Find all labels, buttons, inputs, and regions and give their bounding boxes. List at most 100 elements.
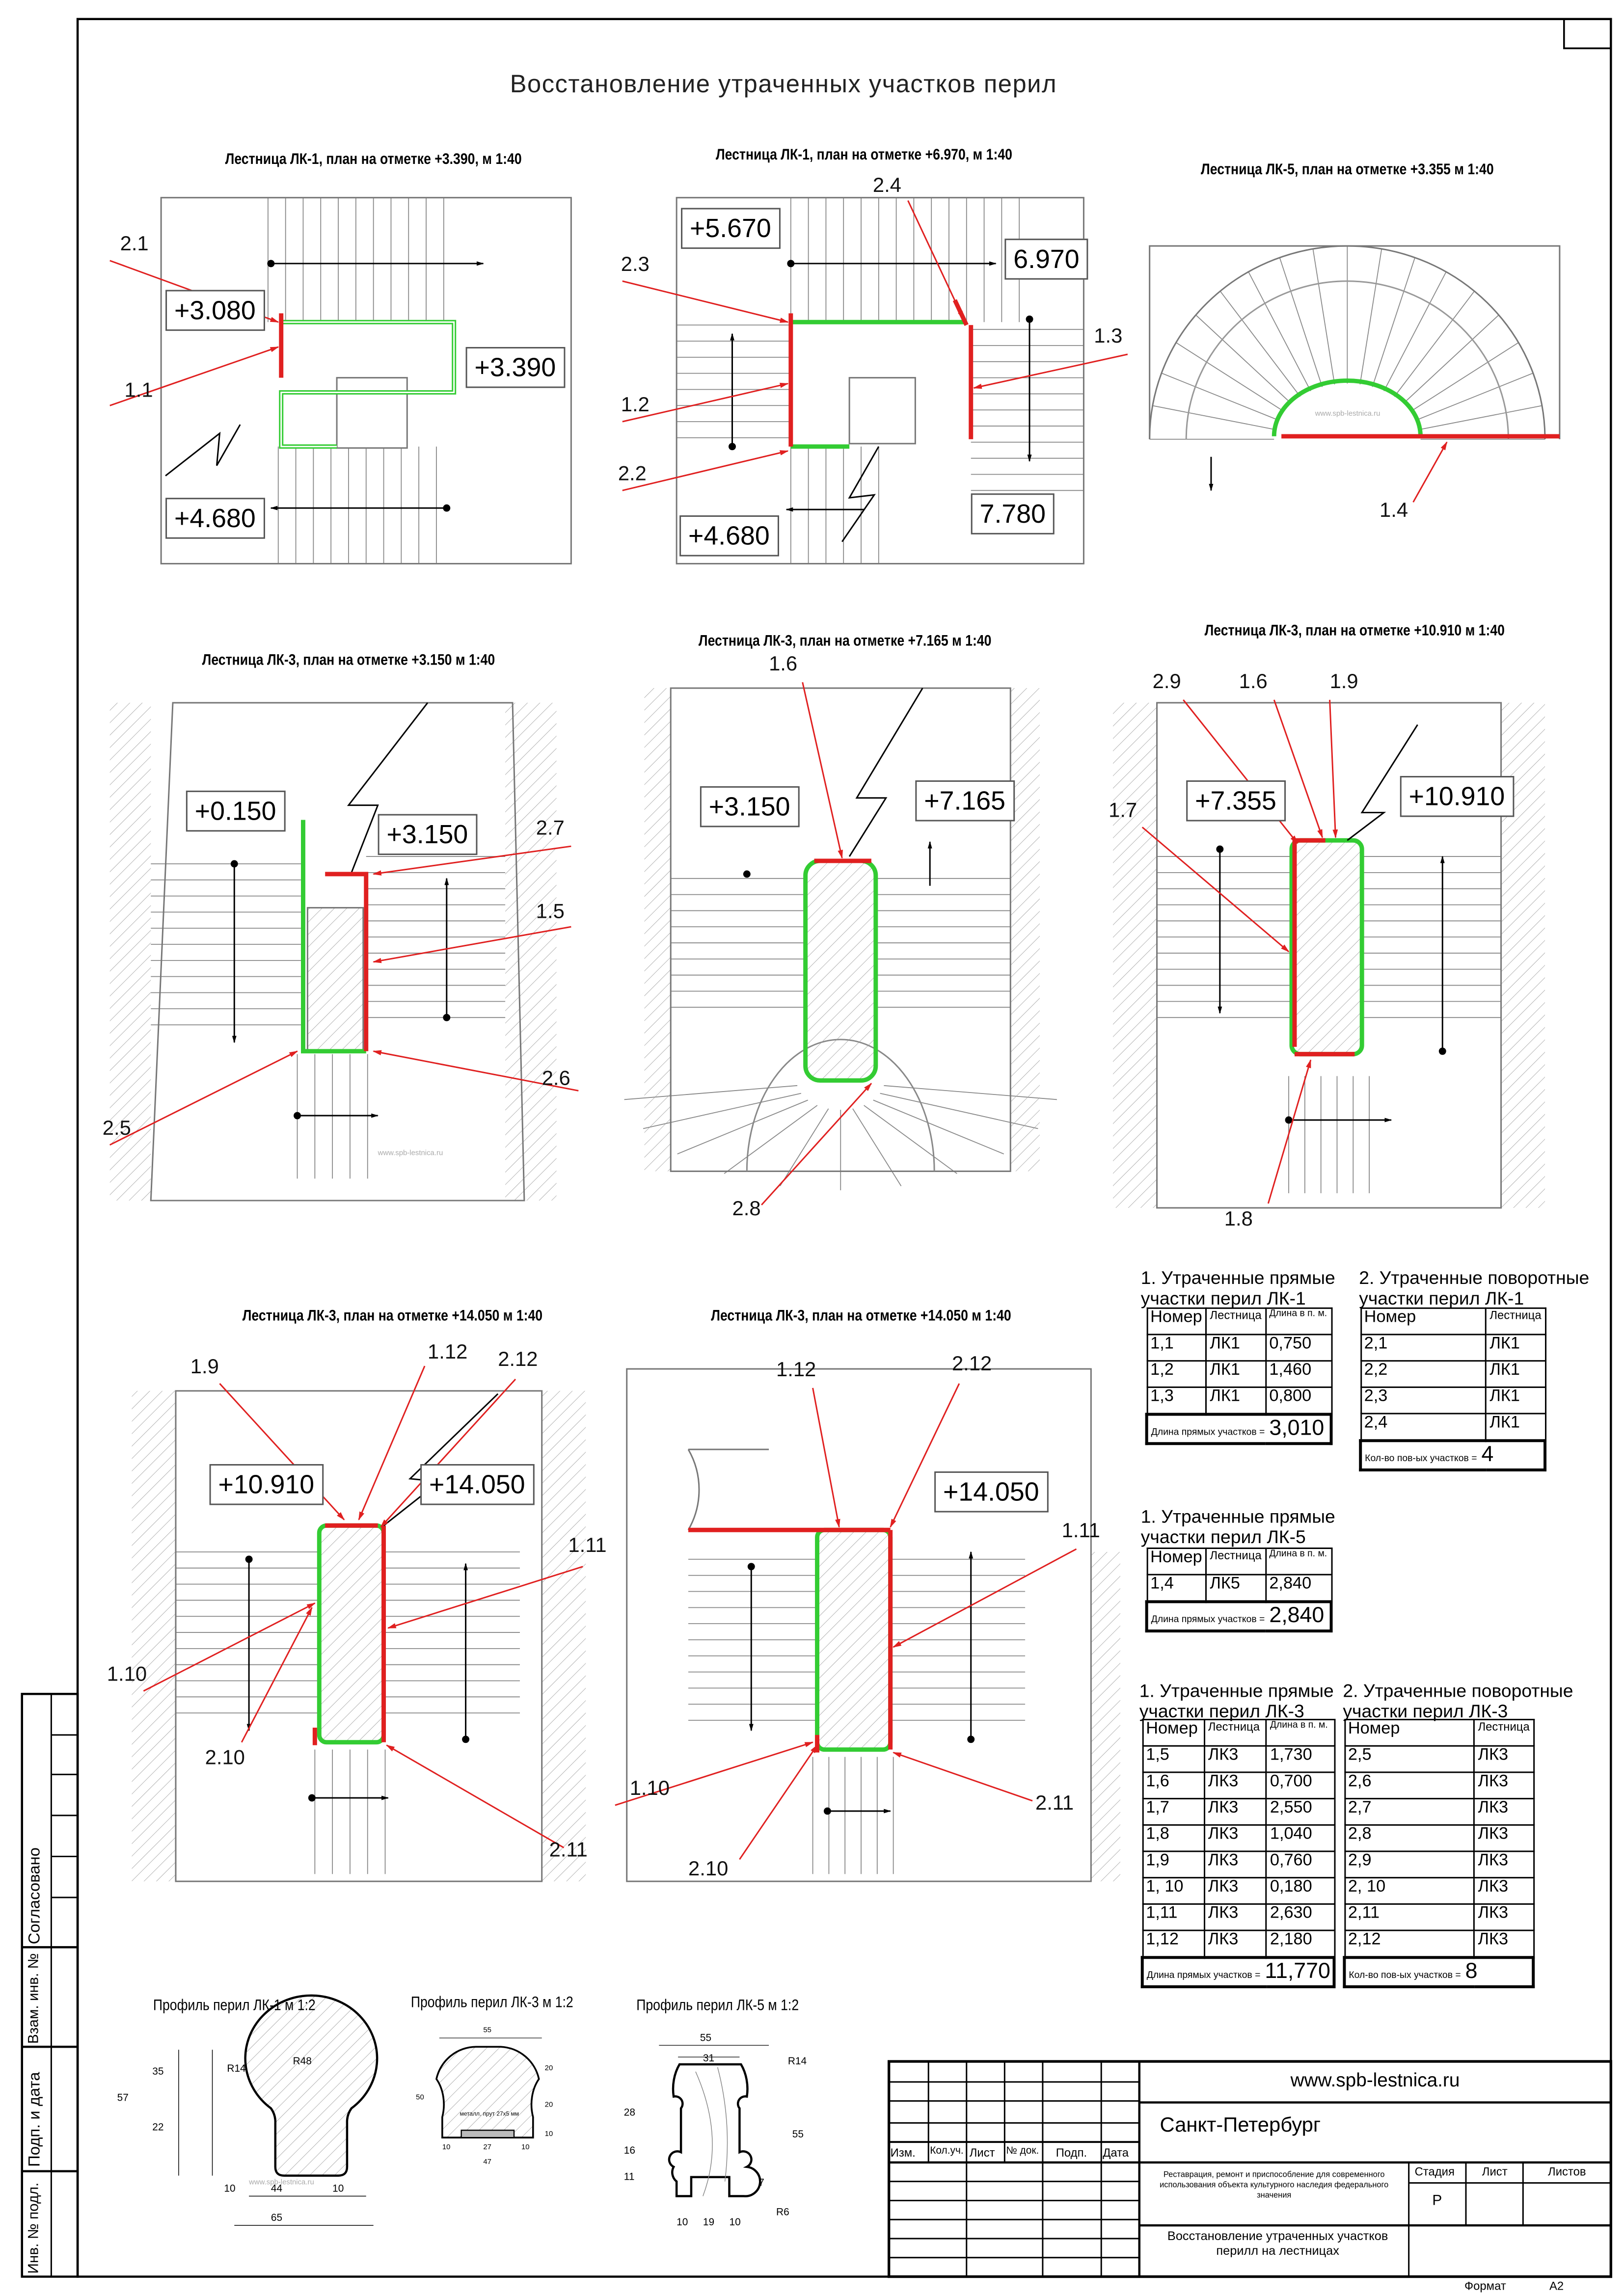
elevation-label: +7.355 bbox=[1186, 780, 1285, 822]
tb-col-label: Кол.уч. bbox=[930, 2146, 964, 2157]
callout-label: 1.10 bbox=[107, 1661, 147, 1685]
dimension-label: 22 bbox=[152, 2123, 164, 2134]
straight-rails-table-lk3: Номер Лестница Длина в п. м. 1,5 ЛК3 1,730 1… bbox=[1140, 1719, 1336, 1988]
watermark: www.spb-lestnica.ru bbox=[1315, 410, 1380, 419]
stamp-approved-label: Согласовано bbox=[26, 1847, 44, 1945]
tb-col-label: Лист bbox=[969, 2146, 995, 2160]
side-stamp-grid bbox=[21, 1693, 79, 2278]
stair-tread bbox=[1195, 315, 1292, 404]
stair-tread bbox=[780, 1108, 829, 1186]
dimension-label: 10 bbox=[521, 2143, 530, 2153]
tb-col-label: Дата bbox=[1103, 2146, 1129, 2160]
dimension-label: 10 bbox=[224, 2184, 236, 2195]
elevation-label: +14.050 bbox=[420, 1464, 534, 1505]
stair-tread bbox=[1410, 342, 1519, 412]
stair-tread bbox=[677, 1099, 809, 1154]
table-title: 2. Утраченные поворотные участки перил ЛК… bbox=[1343, 1681, 1573, 1722]
tb-city: Санкт-Петербург bbox=[1160, 2112, 1321, 2136]
elevation-label: +10.910 bbox=[209, 1464, 323, 1505]
straight-rails-table-lk1: Номер Лестница Длина в п. м. 1,1 ЛК1 0,750 1… bbox=[1145, 1307, 1333, 1445]
tb-col-label: Подп. bbox=[1056, 2146, 1087, 2160]
table-title: 1. Утраченные прямые участки перил ЛК-5 bbox=[1140, 1506, 1335, 1548]
stair-tread bbox=[1416, 373, 1534, 421]
dimension-label: 55 bbox=[792, 2130, 804, 2141]
stair-tread bbox=[1279, 257, 1323, 387]
table-row: 2,7 ЛК3 bbox=[1343, 1798, 1534, 1826]
stair-tread bbox=[852, 1108, 902, 1186]
dimension-label: 11 bbox=[623, 2172, 635, 2183]
dimension-label: 35 bbox=[152, 2067, 164, 2078]
table-row: 1,6 ЛК3 0,700 bbox=[1141, 1771, 1336, 1800]
dimension-label: R6 bbox=[776, 2208, 789, 2218]
table-row: 2,2 ЛК1 bbox=[1359, 1360, 1546, 1388]
table-row: 1,1 ЛК1 0,750 bbox=[1146, 1334, 1332, 1362]
plan-7-graphics bbox=[132, 1365, 586, 1882]
stair-tread bbox=[864, 1105, 957, 1174]
callout-label: 2.1 bbox=[120, 231, 149, 255]
dimension-label: R14 bbox=[787, 2057, 807, 2067]
callout-label: 2.6 bbox=[541, 1066, 570, 1090]
elevation-label: +3.390 bbox=[465, 347, 565, 388]
profile-lk5-graphics bbox=[659, 2045, 769, 2197]
table-row: 2,5 ЛК3 bbox=[1343, 1745, 1534, 1773]
callout-label: 2.9 bbox=[1152, 669, 1181, 693]
callout-label: 1.4 bbox=[1379, 498, 1408, 521]
plan-title: Лестница ЛК-3, план на отметке +14.050 м… bbox=[242, 1307, 543, 1325]
plan-title: Лестница ЛК-1, план на отметке +3.390, м… bbox=[225, 151, 522, 169]
dimension-label: R48 bbox=[293, 2057, 312, 2067]
stair-tread bbox=[1403, 315, 1499, 404]
dimension-label: 47 bbox=[483, 2158, 491, 2167]
tb-stage-value: Р bbox=[1432, 2193, 1442, 2210]
tb-project: Реставрация, ремонт и приспособление для… bbox=[1160, 2171, 1389, 2201]
table-row: 1,12 ЛК3 2,180 bbox=[1141, 1929, 1336, 1958]
plan-title: Лестница ЛК-3, план на отметке +14.050 м… bbox=[711, 1307, 1011, 1325]
stair-tread bbox=[1394, 291, 1475, 397]
sheet-title: Восстановление утраченных участков перил bbox=[510, 70, 1057, 98]
callout-label: 1.5 bbox=[536, 899, 565, 923]
table-row: 1,8 ЛК3 1,040 bbox=[1141, 1824, 1336, 1852]
plan-4-graphics bbox=[109, 702, 579, 1201]
dimension-label: 19 bbox=[703, 2218, 715, 2229]
tb-format-label: Формат bbox=[1464, 2279, 1506, 2293]
profile-lk1-graphics bbox=[178, 1994, 379, 2226]
callout-label: 1.2 bbox=[621, 392, 650, 416]
dimension-label: 7 bbox=[758, 2178, 764, 2189]
callout-label: 2.12 bbox=[951, 1351, 992, 1375]
table-row: 1,11 ЛК3 2,630 bbox=[1141, 1903, 1336, 1931]
elevation-label: +3.150 bbox=[378, 814, 477, 855]
stair-tread bbox=[1419, 405, 1543, 430]
callout-label: 1.12 bbox=[428, 1339, 468, 1363]
stair-tread bbox=[1176, 342, 1284, 412]
callout-label: 2.11 bbox=[549, 1837, 588, 1861]
elevation-label: +7.165 bbox=[915, 780, 1014, 822]
dimension-label: 31 bbox=[703, 2054, 715, 2065]
stair-tread bbox=[724, 1105, 818, 1174]
callout-label: 2.10 bbox=[688, 1856, 729, 1880]
table-row: 1,9 ЛК3 0,760 bbox=[1141, 1850, 1336, 1879]
table-row: 2,3 ЛК1 bbox=[1359, 1386, 1546, 1415]
callout-label: 1.3 bbox=[1094, 323, 1123, 347]
table-title: 1. Утраченные прямые участки перил ЛК-3 bbox=[1139, 1681, 1334, 1722]
profile-lk3-graphics bbox=[435, 2037, 542, 2138]
stair-tread bbox=[1312, 248, 1335, 385]
callout-label: 1.8 bbox=[1224, 1206, 1253, 1230]
elevation-label: +14.050 bbox=[934, 1471, 1048, 1513]
callout-label: 1.9 bbox=[190, 1354, 219, 1378]
dimension-label: 65 bbox=[271, 2214, 283, 2224]
table-row: 1,3 ЛК1 0,800 bbox=[1146, 1386, 1332, 1415]
stair-tread bbox=[1359, 248, 1382, 385]
callout-label: 1.11 bbox=[1061, 1518, 1100, 1542]
dimension-label: 44 bbox=[271, 2184, 283, 2195]
callout-label: 2.8 bbox=[732, 1196, 761, 1220]
profile-title: Профиль перил ЛК-1 м 1:2 bbox=[153, 1997, 316, 2015]
dimension-label: 28 bbox=[623, 2108, 636, 2119]
table-row: 2,9 ЛК3 bbox=[1343, 1850, 1534, 1879]
dimension-label: 10 bbox=[332, 2184, 344, 2195]
tb-col-label: Изм. bbox=[890, 2146, 916, 2160]
stair-tread bbox=[873, 1099, 1004, 1154]
tb-format-value: А2 bbox=[1549, 2279, 1564, 2293]
stair-tread bbox=[1219, 291, 1301, 397]
plan-5-graphics bbox=[644, 682, 1040, 1206]
dimension-label: 20 bbox=[544, 2101, 553, 2110]
